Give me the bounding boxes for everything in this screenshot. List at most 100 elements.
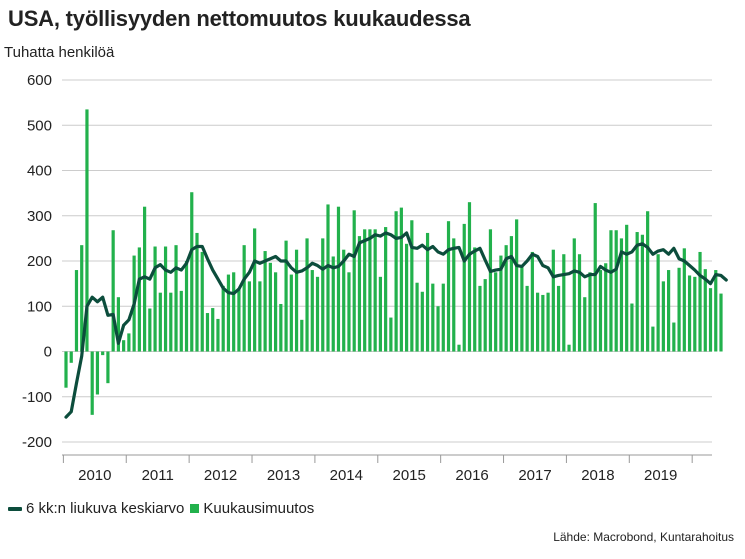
bar bbox=[357, 236, 362, 352]
bar bbox=[719, 293, 723, 352]
bar bbox=[310, 270, 314, 352]
bar bbox=[436, 306, 440, 352]
bar bbox=[515, 219, 519, 352]
legend-item-monthly-change: Kuukausimuutos bbox=[190, 500, 314, 517]
bar bbox=[331, 256, 335, 352]
bar bbox=[190, 192, 194, 352]
bar bbox=[326, 204, 330, 352]
bar bbox=[703, 269, 707, 352]
bar bbox=[69, 351, 73, 363]
x-tick-label: 2015 bbox=[393, 467, 426, 484]
y-tick-label: 200 bbox=[27, 253, 52, 270]
bar bbox=[714, 270, 718, 352]
bar bbox=[368, 229, 372, 352]
y-axis-label: Tuhatta henkilöä bbox=[4, 44, 115, 61]
bar bbox=[473, 247, 477, 352]
bar bbox=[284, 240, 288, 352]
y-tick-label: -200 bbox=[22, 434, 52, 451]
bar bbox=[614, 230, 618, 352]
bar bbox=[101, 351, 105, 356]
y-tick-label: 400 bbox=[27, 163, 52, 180]
bar bbox=[373, 229, 377, 352]
bar bbox=[127, 333, 131, 352]
bar bbox=[572, 238, 576, 352]
bar bbox=[530, 251, 534, 352]
bar bbox=[321, 238, 325, 352]
bar bbox=[635, 232, 639, 352]
bar bbox=[656, 254, 660, 352]
bar bbox=[342, 249, 346, 352]
bar bbox=[708, 288, 713, 352]
bar bbox=[294, 249, 299, 352]
bar bbox=[593, 203, 597, 352]
bar bbox=[116, 297, 120, 352]
bar bbox=[399, 207, 403, 352]
bar bbox=[211, 308, 215, 352]
bar bbox=[420, 291, 424, 352]
bar bbox=[619, 238, 624, 352]
bar bbox=[478, 285, 482, 352]
bar bbox=[384, 227, 388, 352]
y-tick-label: 0 bbox=[44, 344, 52, 361]
chart-title: USA, työllisyyden nettomuutos kuukaudess… bbox=[8, 6, 471, 31]
source-note: Lähde: Macrobond, Kuntarahoitus bbox=[553, 530, 734, 544]
bar bbox=[494, 272, 498, 352]
y-tick-label: 300 bbox=[27, 208, 52, 225]
bar bbox=[661, 281, 665, 352]
bar bbox=[205, 313, 210, 352]
bar bbox=[640, 234, 644, 352]
bar bbox=[551, 249, 555, 352]
x-tick-label: 2018 bbox=[581, 467, 614, 484]
bar bbox=[226, 274, 231, 352]
bar bbox=[467, 202, 472, 352]
bar bbox=[394, 211, 398, 352]
bar bbox=[216, 318, 220, 352]
y-tick-label: 600 bbox=[27, 72, 52, 89]
bar bbox=[237, 288, 241, 352]
bar bbox=[347, 272, 351, 352]
x-tick-label: 2014 bbox=[330, 467, 363, 484]
bar bbox=[174, 245, 178, 352]
bar bbox=[336, 206, 341, 352]
bar bbox=[672, 322, 676, 352]
bar bbox=[682, 248, 686, 352]
x-tick-label: 2012 bbox=[204, 467, 237, 484]
bar bbox=[698, 251, 702, 352]
bar bbox=[625, 224, 629, 352]
bar bbox=[363, 229, 367, 352]
bar bbox=[499, 255, 503, 352]
bar bbox=[556, 285, 561, 352]
bar bbox=[242, 245, 246, 352]
bar bbox=[630, 303, 634, 352]
bar bbox=[541, 294, 545, 352]
bar bbox=[504, 245, 508, 352]
y-tick-label: 500 bbox=[27, 117, 52, 134]
bar bbox=[274, 272, 278, 352]
bar bbox=[258, 281, 262, 352]
bar bbox=[106, 351, 110, 384]
bar bbox=[389, 317, 393, 352]
bar bbox=[520, 265, 524, 352]
bar bbox=[247, 281, 251, 352]
x-tick-label: 2017 bbox=[518, 467, 551, 484]
bar bbox=[179, 290, 183, 352]
bar bbox=[268, 262, 272, 352]
bar bbox=[80, 245, 84, 352]
bar bbox=[446, 221, 451, 352]
bar bbox=[122, 340, 126, 352]
legend-label-moving-average: 6 kk:n liukuva keskiarvo bbox=[26, 500, 185, 517]
x-tick-label: 2011 bbox=[142, 467, 174, 484]
bar bbox=[509, 236, 513, 352]
bar bbox=[163, 246, 168, 352]
bar bbox=[667, 270, 671, 352]
x-axis-ticks: 2010 2011 2012 2013 2014 2015 2016 2017 2018 2019 bbox=[62, 455, 693, 484]
bar bbox=[588, 272, 592, 352]
bar bbox=[64, 351, 68, 388]
bar bbox=[567, 344, 571, 352]
bar bbox=[598, 270, 603, 352]
bar bbox=[305, 238, 309, 352]
bar bbox=[90, 351, 94, 415]
bar bbox=[687, 275, 692, 352]
bar bbox=[263, 251, 267, 352]
